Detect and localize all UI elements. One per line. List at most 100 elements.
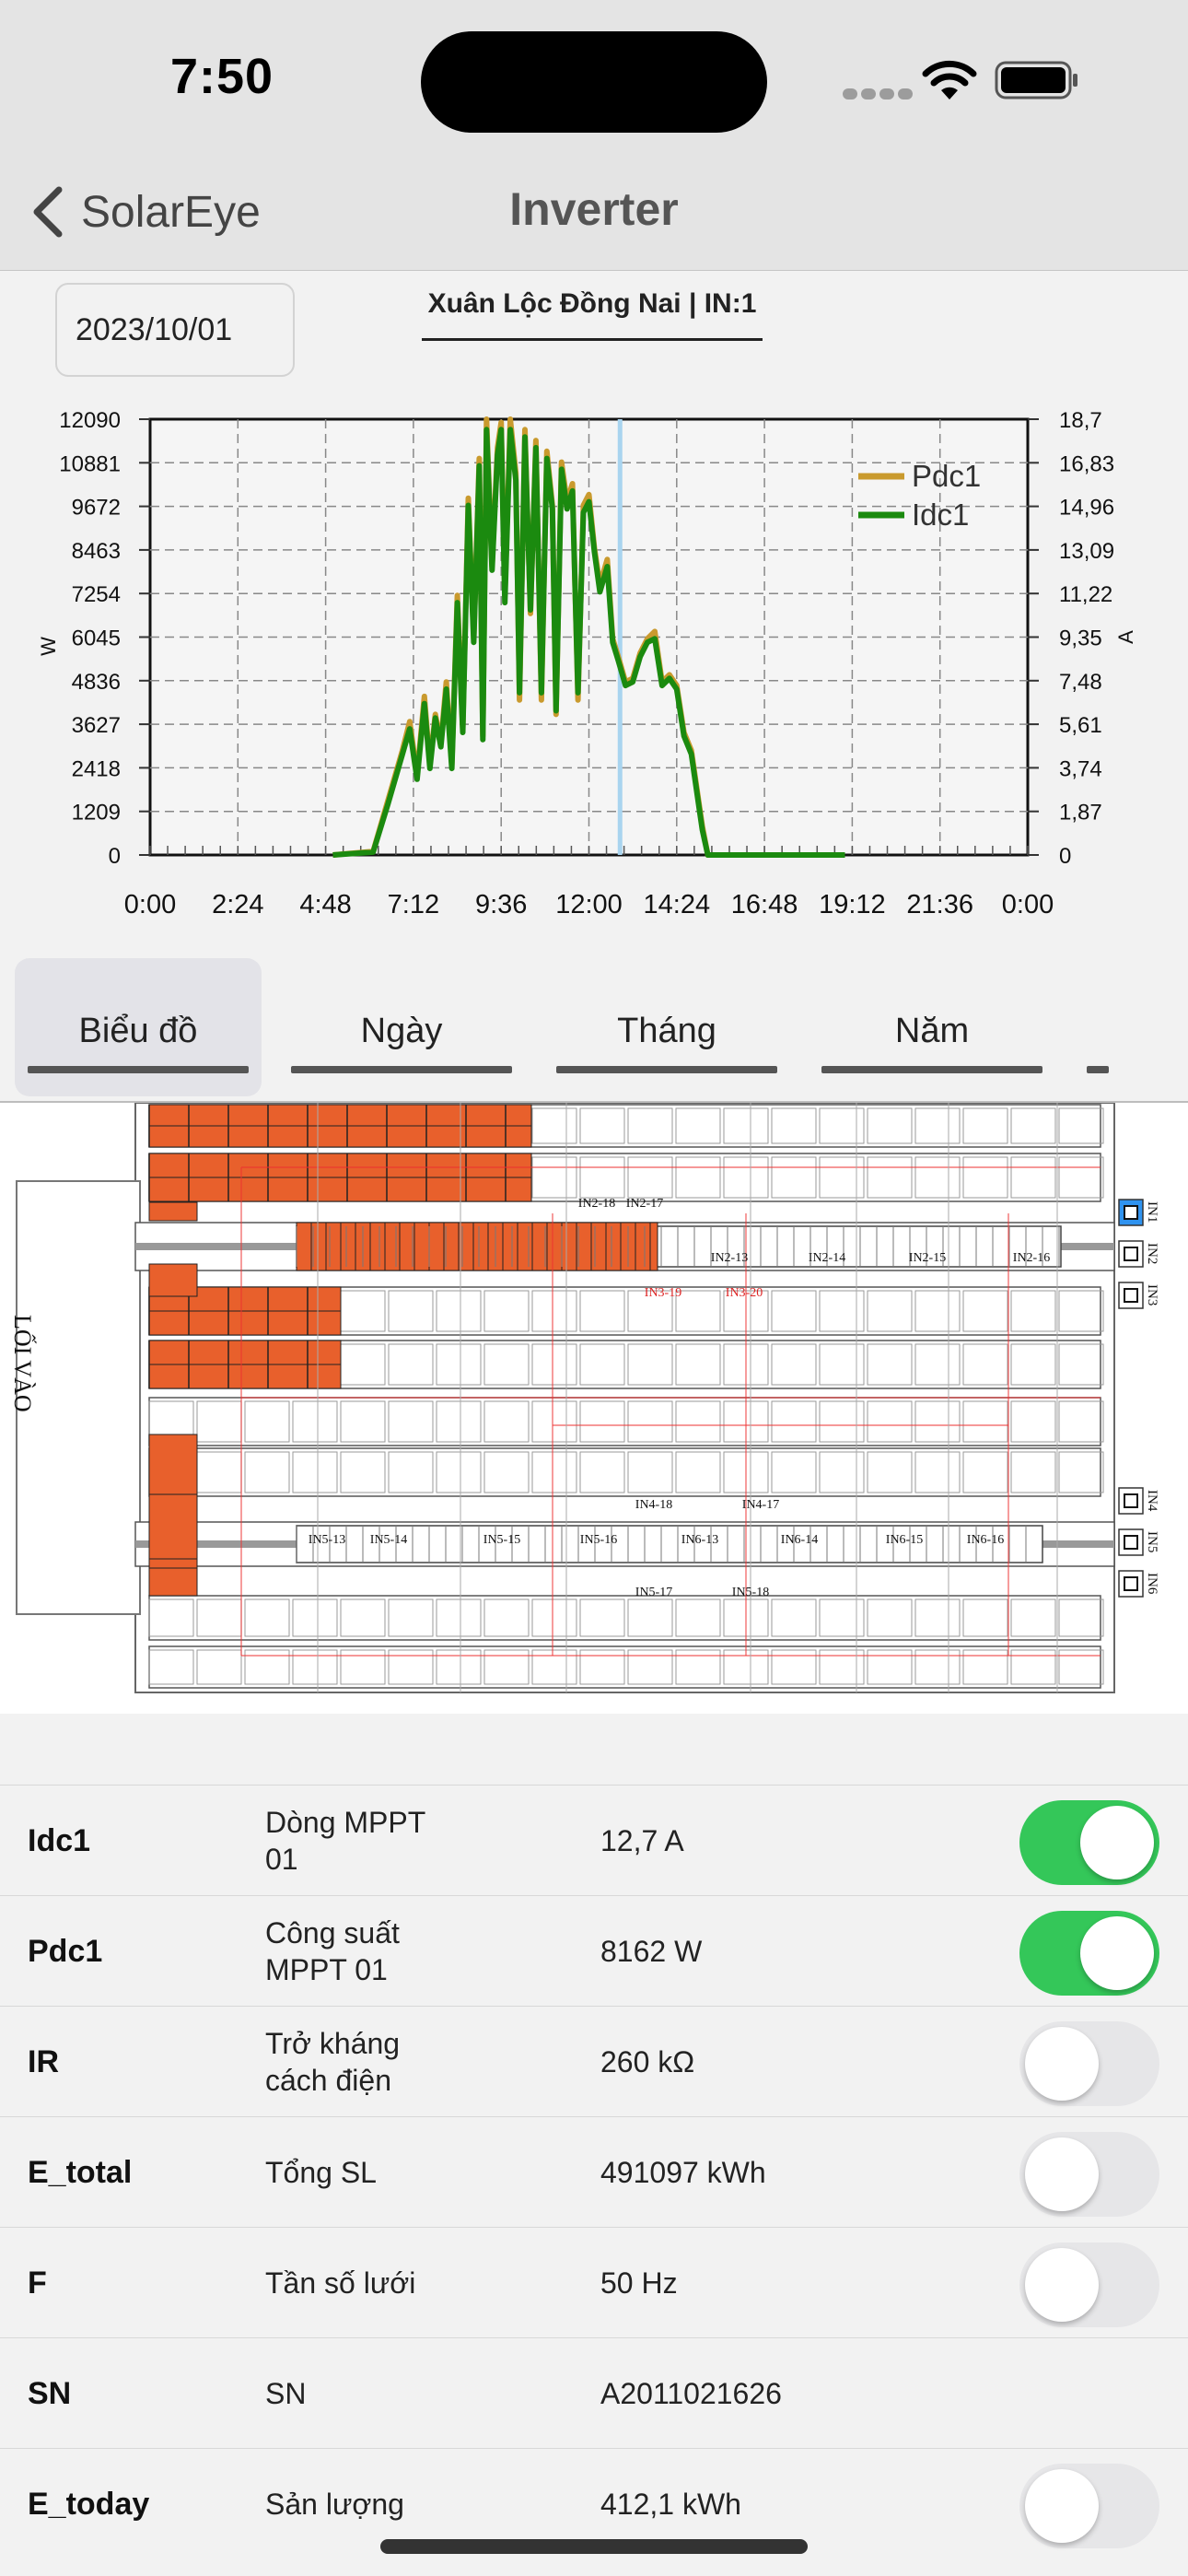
x-tick-label: 19:12	[819, 890, 886, 919]
tab-underline	[28, 1066, 249, 1073]
power-current-chart[interactable]: 0:00 2:24 4:48 7:12 9:36 12:00 14:24 16:48 19:12…	[0, 392, 1188, 1221]
back-button[interactable]: SolarEye	[28, 177, 261, 247]
period-tabs: Biểu đồ Ngày Tháng Năm	[0, 958, 1188, 1096]
param-toggle[interactable]	[1019, 2021, 1159, 2106]
string-label: IN4-17	[742, 1498, 779, 1512]
tab-underline	[821, 1066, 1042, 1073]
y-right-tick-label: 3,74	[1059, 756, 1102, 781]
y-left-tick-label: 7254	[72, 582, 121, 607]
param-name: Tần số lưới	[265, 2266, 416, 2300]
y-left-tick-label: 9672	[72, 496, 121, 521]
tab-label: Năm	[894, 1012, 970, 1050]
param-code: E_today	[28, 2486, 150, 2522]
toggle-knob	[1025, 2248, 1099, 2322]
y-right-tick-label: 14,96	[1059, 496, 1114, 521]
toggle-knob	[1025, 2027, 1099, 2101]
param-value: 50 Hz	[600, 2266, 678, 2300]
param-name: Tổng SL	[265, 2156, 377, 2189]
inverter-label: IN6	[1145, 1573, 1159, 1595]
y-right-tick-label: 18,7	[1059, 408, 1102, 433]
y-left-tick-label: 6045	[72, 626, 121, 651]
navigation-bar: SolarEye Inverter	[0, 157, 1188, 271]
tab-label: Tháng	[617, 1012, 716, 1050]
param-value: 12,7 A	[600, 1823, 684, 1857]
y-right-tick-label: 9,35	[1059, 626, 1102, 651]
tab-chart[interactable]: Biểu đồ	[15, 958, 262, 1096]
param-row: F Tần số lưới 50 Hz	[0, 2227, 1188, 2337]
inverter-label: IN4	[1145, 1490, 1159, 1512]
parameter-list: Idc1 Dòng MPPT 01 12,7 A Pdc1 Công suất MPPT…	[0, 1785, 1188, 2558]
tab-label: Ngày	[360, 1012, 443, 1050]
y-left-tick-label: 4836	[72, 670, 121, 695]
date-picker[interactable]: 2023/10/01	[55, 283, 295, 377]
toggle-knob	[1025, 2137, 1099, 2211]
tab-year[interactable]: Năm	[809, 958, 1055, 1096]
param-toggle[interactable]	[1019, 2464, 1159, 2548]
param-code: IR	[28, 2043, 59, 2079]
string-label: IN2-18	[578, 1197, 615, 1211]
param-name: Sản lượng	[265, 2488, 404, 2521]
string-label: IN6-15	[886, 1533, 923, 1547]
string-label: IN2-14	[809, 1251, 845, 1265]
param-value: 260 kΩ	[600, 2044, 695, 2078]
y-right-tick-label: 11,22	[1059, 582, 1112, 607]
tab-month[interactable]: Tháng	[543, 958, 790, 1096]
y-right-tick-label: 13,09	[1059, 539, 1114, 564]
tab-day[interactable]: Ngày	[278, 958, 525, 1096]
y-right-tick-label: 0	[1059, 844, 1071, 869]
y-left-tick-label: 10881	[59, 451, 121, 476]
param-name: Dòng MPPT 01	[265, 1806, 425, 1876]
string-label: IN2-15	[909, 1251, 946, 1265]
string-label: IN6-16	[967, 1533, 1004, 1547]
string-label: IN2-13	[711, 1251, 748, 1265]
string-label: IN5-13	[309, 1533, 345, 1547]
back-label: SolarEye	[81, 187, 261, 237]
y-right-axis-label: A	[1114, 630, 1137, 644]
battery-icon	[995, 61, 1077, 100]
legend-label: Pdc1	[912, 459, 981, 493]
tab-underline	[556, 1066, 777, 1073]
station-selector[interactable]: Xuân Lộc Đồng Nai | IN:1	[422, 288, 763, 341]
x-tick-label: 4:48	[299, 890, 351, 919]
string-label: IN6-14	[781, 1533, 818, 1547]
string-label: IN5-14	[370, 1533, 407, 1547]
layout-drawing: LỐI VÀO IN1 IN2 IN3 IN4 IN5 IN6 IN2-17 IN2-18 IN…	[9, 1102, 1159, 1693]
tab-underline	[291, 1066, 512, 1073]
tab-label: Biểu đồ	[78, 1012, 198, 1050]
entrance-label: LỐI VÀO	[9, 1315, 36, 1412]
wifi-icon	[922, 60, 977, 100]
status-bar: 7:50	[0, 0, 1188, 157]
param-code: F	[28, 2265, 47, 2301]
y-left-tick-label: 0	[109, 844, 121, 869]
y-right-tick-label: 1,87	[1059, 801, 1102, 825]
param-code: Idc1	[28, 1822, 91, 1858]
param-value: 491097 kWh	[600, 2155, 766, 2189]
param-name: Công suất MPPT 01	[265, 1916, 400, 1986]
param-row: Idc1 Dòng MPPT 01 12,7 A	[0, 1785, 1188, 1895]
string-label: IN2-16	[1013, 1251, 1050, 1265]
tab-more[interactable]	[1074, 958, 1188, 1096]
string-label: IN4-18	[635, 1498, 672, 1512]
param-toggle[interactable]	[1019, 1800, 1159, 1885]
toggle-knob	[1080, 1806, 1154, 1879]
series-line-idc1	[332, 427, 845, 858]
toggle-knob	[1025, 2469, 1099, 2543]
param-toggle[interactable]	[1019, 1911, 1159, 1996]
string-label: IN3-20	[726, 1286, 763, 1300]
string-label: IN5-15	[483, 1533, 520, 1547]
y-right-tick-label: 16,83	[1059, 451, 1114, 476]
signal-dots-icon	[843, 88, 916, 100]
param-toggle[interactable]	[1019, 2242, 1159, 2327]
x-tick-label: 12:00	[555, 890, 623, 919]
legend-label: Idc1	[912, 498, 969, 532]
solar-layout-diagram[interactable]: LỐI VÀO IN1 IN2 IN3 IN4 IN5 IN6 IN2-17 IN2-18 IN…	[0, 1101, 1188, 1714]
param-row: Pdc1 Công suất MPPT 01 8162 W	[0, 1895, 1188, 2006]
x-tick-label: 0:00	[124, 890, 176, 919]
string-label: IN5-16	[580, 1533, 617, 1547]
param-row: E_total Tổng SL 491097 kWh	[0, 2116, 1188, 2227]
x-tick-label: 0:00	[1002, 890, 1054, 919]
y-right-tick-label: 5,61	[1059, 713, 1102, 738]
param-toggle[interactable]	[1019, 2132, 1159, 2217]
inverter-label: IN2	[1145, 1243, 1159, 1264]
y-left-tick-label: 3627	[72, 713, 121, 738]
